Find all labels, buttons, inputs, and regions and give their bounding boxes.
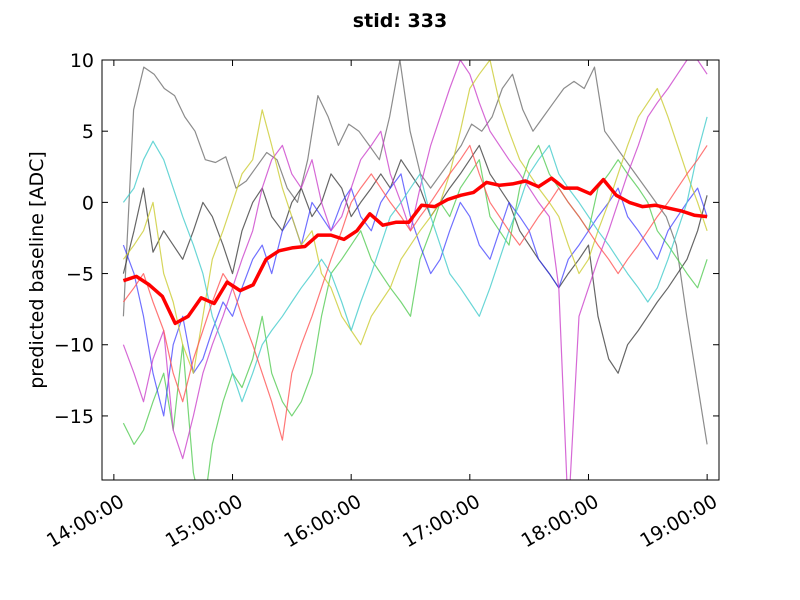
series-line-mean xyxy=(122,176,708,326)
series-line-channel-7 xyxy=(122,116,708,403)
x-tick-label: 16:00:00 xyxy=(280,490,365,552)
series-line-channel-1 xyxy=(122,60,708,445)
x-tick-label: 17:00:00 xyxy=(399,490,484,552)
x-tick-label: 15:00:00 xyxy=(162,490,247,552)
series-line-channel-8 xyxy=(122,144,708,441)
chart-title: stid: 333 xyxy=(353,10,447,32)
tick-group: 10 5 0 −5 −10 −15 14:00:00 15:00:00 16:00:00 17:0… xyxy=(43,50,721,552)
y-tick-label: 10 xyxy=(70,50,94,72)
x-tick-label: 18:00:00 xyxy=(518,490,603,552)
x-tick-label: 19:00:00 xyxy=(636,490,721,552)
series-line-channel-3 xyxy=(122,144,708,480)
y-tick-label: −15 xyxy=(54,406,94,428)
series-group xyxy=(122,60,708,480)
x-tick-label: 14:00:00 xyxy=(43,490,128,552)
series-line-channel-6 xyxy=(122,60,708,374)
y-tick-label: −10 xyxy=(54,335,94,357)
y-tick-label: 5 xyxy=(82,121,94,143)
series-line-channel-5 xyxy=(122,60,708,480)
plot-frame xyxy=(101,59,720,481)
series-line-channel-4 xyxy=(122,173,708,417)
y-tick-label: 0 xyxy=(82,192,94,214)
y-axis-label: predicted baseline [ADC] xyxy=(26,151,48,389)
series-line-channel-2 xyxy=(122,144,708,374)
y-tick-label: −5 xyxy=(66,264,94,286)
